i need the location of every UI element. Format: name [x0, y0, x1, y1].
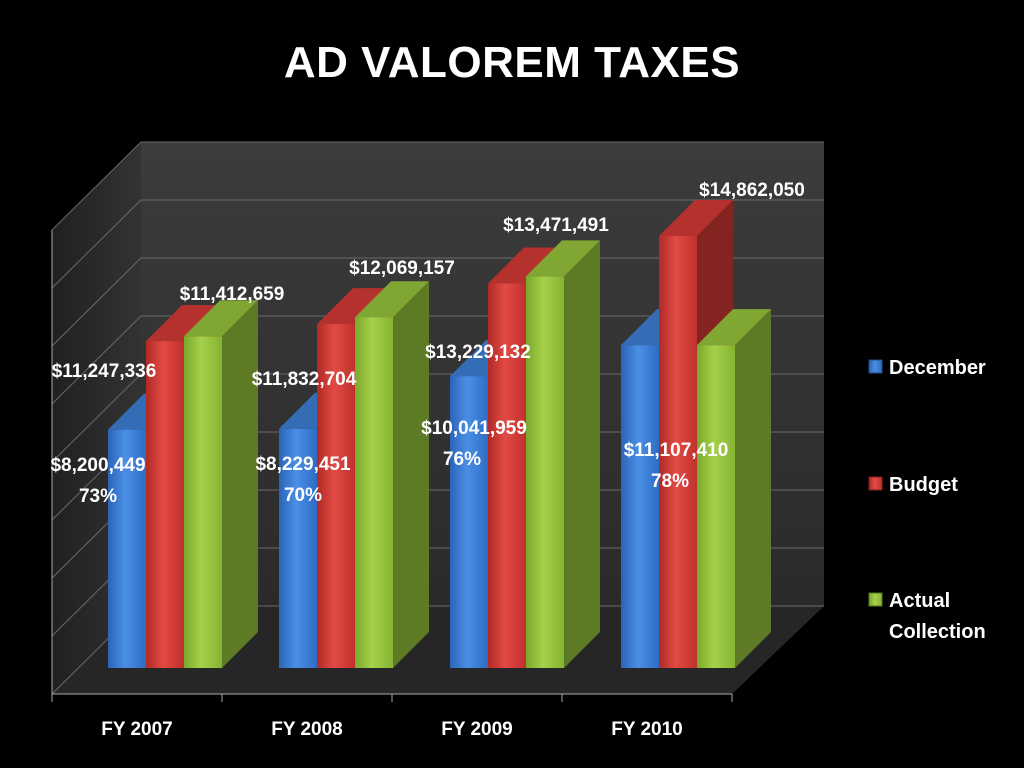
bar-front-face — [621, 345, 659, 668]
data-label-budget: $14,862,050 — [699, 180, 805, 201]
gridline-side — [51, 199, 142, 289]
bars — [108, 200, 771, 669]
data-labels: $8,200,449 73% $11,247,336 $11,412,659 $8,22… — [50, 180, 804, 507]
bar-front-face — [184, 336, 222, 668]
bar-top-face — [355, 281, 429, 318]
bar-front-face — [697, 345, 735, 668]
x-tick-label: FY 2007 — [101, 719, 172, 740]
legend-label-budget: Budget — [889, 474, 958, 496]
legend-swatch-december — [868, 359, 883, 374]
data-label-actual-collection: $12,069,157 — [349, 258, 455, 279]
data-label-percent: 76% — [443, 449, 481, 470]
data-label-budget: $11,247,336 — [52, 361, 157, 382]
bar-front-face — [146, 341, 184, 668]
bar-side-face — [735, 309, 771, 668]
x-tick-label: FY 2008 — [271, 719, 342, 740]
legend-label-december: December — [889, 357, 986, 379]
legend-swatch-actual-collection — [868, 592, 883, 607]
legend-swatch-budget — [868, 476, 883, 491]
bar-actual-collection-fy-2008 — [355, 281, 429, 668]
bar-side-face — [564, 240, 600, 669]
data-label-percent: 70% — [284, 485, 322, 506]
bar-top-face — [488, 247, 562, 284]
bar-top-face — [146, 305, 220, 342]
data-label-percent: 73% — [79, 486, 117, 507]
bar-top-face — [697, 309, 771, 346]
bar-front-face — [355, 317, 393, 668]
gridline-side — [51, 315, 142, 405]
bar-front-face — [317, 324, 355, 668]
bar-actual-collection-fy-2010 — [697, 309, 771, 668]
bar-top-face — [659, 200, 733, 237]
gridline-side — [51, 373, 142, 463]
x-axis-ticks: FY 2007 FY 2008 FY 2009 FY 2010 — [51, 694, 733, 740]
data-label-december: $10,041,959 — [421, 418, 527, 439]
data-label-december: $8,229,451 — [255, 454, 351, 475]
x-tick-label: FY 2009 — [441, 719, 512, 740]
bar-top-face — [526, 240, 600, 277]
data-label-december: $8,200,449 — [50, 455, 145, 476]
bar-front-face — [488, 283, 526, 668]
bar-front-face — [279, 428, 317, 668]
bar-top-face — [184, 300, 258, 337]
data-label-actual-collection: $11,412,659 — [180, 284, 285, 305]
data-label-december: $11,107,410 — [624, 440, 729, 461]
legend: December Budget Actual Collection — [868, 357, 986, 643]
data-label-actual-collection: $13,471,491 — [503, 215, 609, 236]
data-label-percent: 78% — [651, 471, 689, 492]
gridline-side — [51, 257, 142, 347]
bar-front-face — [526, 276, 564, 668]
bar-front-face — [659, 236, 697, 668]
bar-top-face — [317, 288, 391, 325]
bar-side-face — [222, 300, 258, 668]
bar-side-face — [393, 281, 429, 668]
bar-front-face — [450, 376, 488, 668]
bar-actual-collection-fy-2009 — [526, 240, 600, 669]
bar-front-face — [108, 429, 146, 668]
bar-actual-collection-fy-2007 — [184, 300, 258, 668]
chart-title: AD VALOREM TAXES — [283, 38, 741, 87]
legend-label-actual-collection: Actual Collection — [889, 590, 986, 643]
x-tick-label: FY 2010 — [611, 719, 682, 740]
data-label-budget: $13,229,132 — [425, 342, 531, 363]
data-label-budget: $11,832,704 — [252, 369, 357, 390]
gridline-side — [51, 141, 142, 231]
